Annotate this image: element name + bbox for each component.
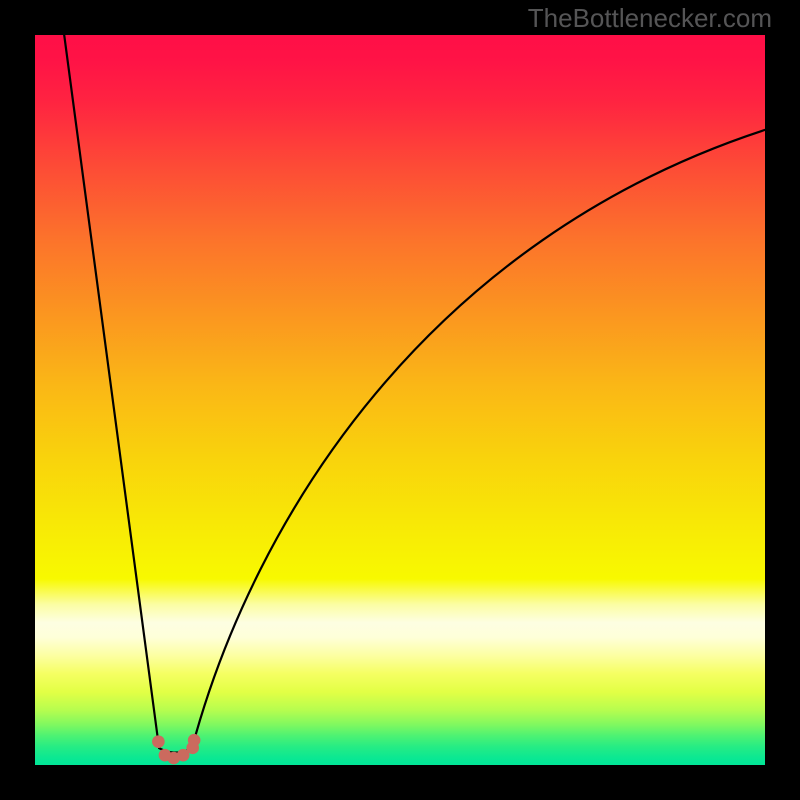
bottleneck-curve-plot [35,35,765,765]
valley-marker [152,735,165,748]
valley-marker [188,734,201,747]
chart-container: TheBottlenecker.com [0,0,800,800]
watermark-text: TheBottlenecker.com [528,3,772,34]
plot-background [35,35,765,765]
